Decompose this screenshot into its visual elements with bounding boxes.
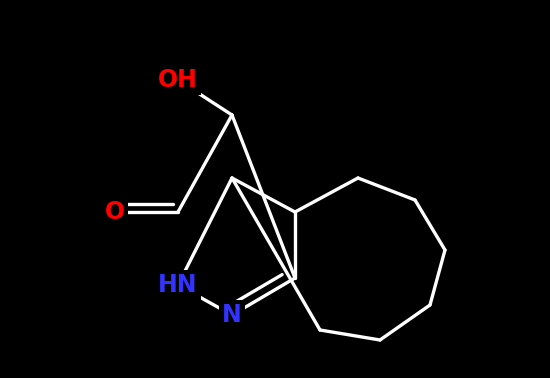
Text: N: N	[222, 303, 242, 327]
Text: O: O	[105, 200, 125, 224]
Text: OH: OH	[158, 68, 198, 92]
Text: HN: HN	[158, 273, 198, 297]
